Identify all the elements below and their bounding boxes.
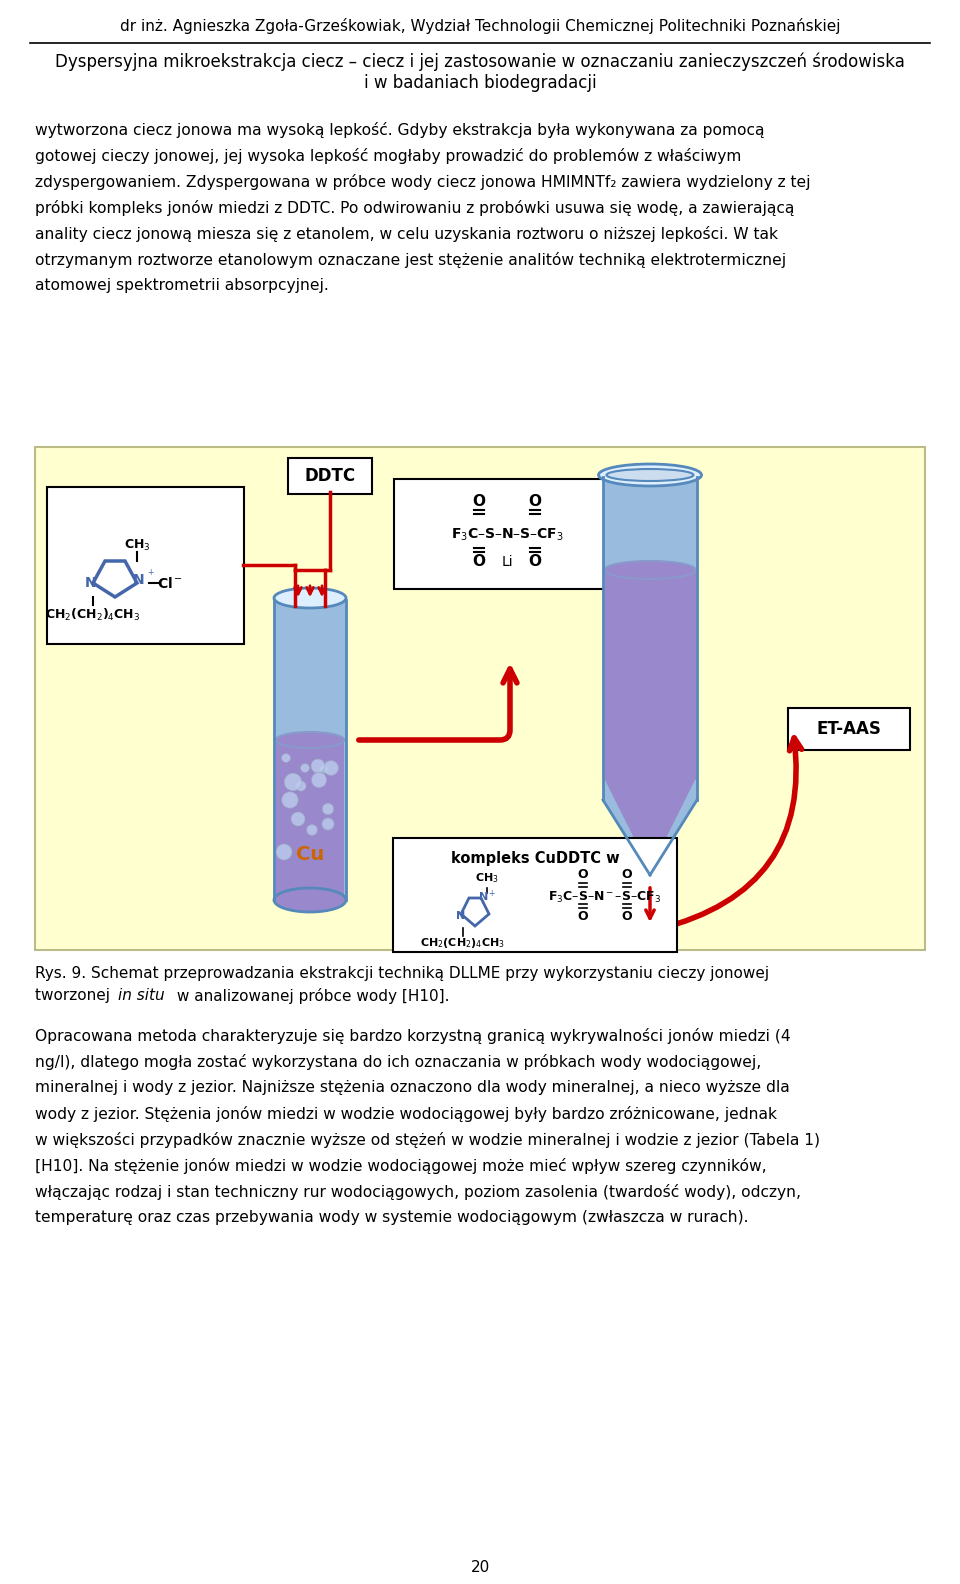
Circle shape	[641, 868, 659, 885]
Text: wody z jezior. Stężenia jonów miedzi w wodzie wodociągowej były bardzo zróżnicow: wody z jezior. Stężenia jonów miedzi w w…	[35, 1106, 777, 1121]
Text: otrzymanym roztworze etanolowym oznaczane jest stężenie analitów techniką elektr: otrzymanym roztworze etanolowym oznaczan…	[35, 252, 786, 268]
Text: N: N	[456, 911, 466, 920]
Text: O: O	[578, 868, 588, 882]
FancyBboxPatch shape	[788, 708, 910, 749]
Circle shape	[324, 760, 338, 776]
Ellipse shape	[607, 469, 693, 482]
Text: in situ: in situ	[118, 988, 164, 1003]
Circle shape	[281, 754, 291, 762]
Text: gotowej cieczy jonowej, jej wysoka lepkość mogłaby prowadzić do problemów z właś: gotowej cieczy jonowej, jej wysoka lepko…	[35, 147, 741, 165]
Text: zdyspergowaniem. Zdyspergowana w próbce wody ciecz jonowa HMIMNTf₂ zawiera wydzi: zdyspergowaniem. Zdyspergowana w próbce …	[35, 174, 810, 190]
Text: w większości przypadków znacznie wyższe od stężeń w wodzie mineralnej i wodzie z: w większości przypadków znacznie wyższe …	[35, 1133, 820, 1148]
Text: N$^+$: N$^+$	[478, 889, 496, 903]
FancyBboxPatch shape	[288, 458, 372, 494]
Text: O: O	[622, 868, 633, 882]
Text: 20: 20	[470, 1560, 490, 1574]
Circle shape	[300, 763, 309, 773]
Text: Cl$^-$: Cl$^-$	[156, 575, 183, 591]
Text: $^+$: $^+$	[146, 569, 156, 578]
Text: F$_3$C–S–N–S–CF$_3$: F$_3$C–S–N–S–CF$_3$	[450, 527, 564, 543]
Circle shape	[282, 792, 299, 808]
Text: O: O	[472, 494, 486, 510]
Text: [H10]. Na stężenie jonów miedzi w wodzie wodociągowej może mieć wpływ szereg czy: [H10]. Na stężenie jonów miedzi w wodzie…	[35, 1158, 767, 1174]
Circle shape	[296, 781, 306, 790]
FancyBboxPatch shape	[393, 838, 677, 952]
Circle shape	[284, 773, 301, 790]
Circle shape	[291, 813, 305, 825]
Text: CH$_3$: CH$_3$	[124, 537, 151, 553]
Text: mineralnej i wody z jezior. Najniższe stężenia oznaczono dla wody mineralnej, a : mineralnej i wody z jezior. Najniższe st…	[35, 1080, 790, 1095]
Text: O: O	[578, 911, 588, 923]
FancyBboxPatch shape	[394, 478, 621, 589]
FancyBboxPatch shape	[35, 447, 925, 950]
Text: dr inż. Agnieszka Zgoła-Grześkowiak, Wydział Technologii Chemicznej Politechniki: dr inż. Agnieszka Zgoła-Grześkowiak, Wyd…	[120, 17, 840, 33]
Text: CH$_3$: CH$_3$	[475, 871, 499, 885]
Ellipse shape	[276, 732, 344, 748]
Text: Li: Li	[501, 554, 513, 569]
Text: DDTC: DDTC	[304, 467, 355, 485]
Circle shape	[311, 759, 324, 773]
Ellipse shape	[598, 464, 702, 486]
Text: O: O	[472, 554, 486, 570]
Text: CH$_2$(CH$_2$)$_4$CH$_3$: CH$_2$(CH$_2$)$_4$CH$_3$	[420, 936, 506, 950]
Ellipse shape	[605, 561, 695, 580]
Text: Opracowana metoda charakteryzuje się bardzo korzystną granicą wykrywalności jonó: Opracowana metoda charakteryzuje się bar…	[35, 1028, 791, 1044]
Text: Dyspersyjna mikroekstrakcja ciecz – ciecz i jej zastosowanie w oznaczaniu zaniec: Dyspersyjna mikroekstrakcja ciecz – ciec…	[55, 52, 905, 71]
Text: N: N	[133, 573, 145, 588]
Text: tworzonej: tworzonej	[35, 988, 115, 1003]
Text: F$_3$C–S–N$^-$–S–CF$_3$: F$_3$C–S–N$^-$–S–CF$_3$	[548, 890, 661, 904]
Circle shape	[311, 773, 326, 787]
Ellipse shape	[274, 889, 346, 912]
Polygon shape	[605, 779, 695, 870]
Text: temperaturę oraz czas przebywania wody w systemie wodociągowym (zwłaszcza w rura: temperaturę oraz czas przebywania wody w…	[35, 1210, 749, 1224]
Circle shape	[276, 844, 292, 860]
Text: ng/l), dlatego mogła zostać wykorzystana do ich oznaczania w próbkach wody wodoc: ng/l), dlatego mogła zostać wykorzystana…	[35, 1053, 761, 1071]
Ellipse shape	[274, 588, 346, 608]
FancyBboxPatch shape	[605, 570, 696, 779]
Text: w analizowanej próbce wody [H10].: w analizowanej próbce wody [H10].	[172, 988, 449, 1004]
FancyBboxPatch shape	[47, 486, 244, 645]
Polygon shape	[603, 800, 697, 874]
Circle shape	[306, 825, 318, 835]
Text: kompleks CuDDTC w: kompleks CuDDTC w	[450, 851, 619, 865]
FancyBboxPatch shape	[274, 599, 346, 900]
Text: Cu: Cu	[296, 846, 324, 865]
Text: atomowej spektrometrii absorpcyjnej.: atomowej spektrometrii absorpcyjnej.	[35, 279, 328, 293]
Text: N: N	[85, 577, 97, 589]
Circle shape	[322, 817, 334, 830]
Text: O: O	[529, 554, 541, 570]
Text: CH$_2$(CH$_2$)$_4$CH$_3$: CH$_2$(CH$_2$)$_4$CH$_3$	[45, 607, 141, 623]
Circle shape	[320, 765, 328, 773]
Text: próbki kompleks jonów miedzi z DDTC. Po odwirowaniu z probówki usuwa się wodę, a: próbki kompleks jonów miedzi z DDTC. Po …	[35, 200, 794, 215]
FancyBboxPatch shape	[276, 740, 344, 898]
Text: O: O	[529, 494, 541, 510]
Text: włączając rodzaj i stan techniczny rur wodociągowych, poziom zasolenia (twardość: włączając rodzaj i stan techniczny rur w…	[35, 1183, 801, 1201]
Text: wytworzona ciecz jonowa ma wysoką lepkość. Gdyby ekstrakcja była wykonywana za p: wytworzona ciecz jonowa ma wysoką lepkoś…	[35, 122, 764, 138]
Text: ET-AAS: ET-AAS	[817, 721, 881, 738]
Text: O: O	[622, 911, 633, 923]
FancyBboxPatch shape	[603, 475, 698, 800]
Circle shape	[323, 803, 334, 814]
Text: i w badaniach biodegradacji: i w badaniach biodegradacji	[364, 74, 596, 92]
FancyArrowPatch shape	[658, 738, 802, 930]
Text: Rys. 9. Schemat przeprowadzania ekstrakcji techniką DLLME przy wykorzystaniu cie: Rys. 9. Schemat przeprowadzania ekstrakc…	[35, 966, 769, 980]
Text: anality ciecz jonową miesza się z etanolem, w celu uzyskania roztworu o niższej : anality ciecz jonową miesza się z etanol…	[35, 227, 778, 242]
